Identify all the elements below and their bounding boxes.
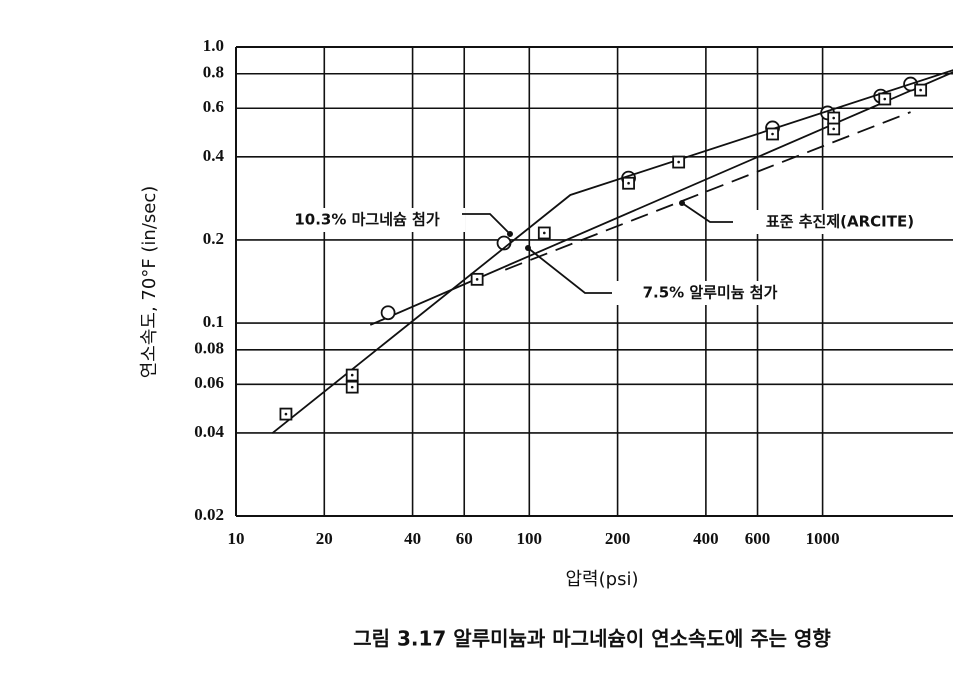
point-dot bbox=[627, 181, 630, 185]
point-dot bbox=[284, 412, 288, 416]
annotation-bg bbox=[269, 208, 465, 232]
y-tick-label: 0.6 bbox=[203, 97, 224, 116]
x-tick-label: 60 bbox=[456, 529, 473, 548]
y-tick-label: 0.04 bbox=[194, 422, 224, 441]
fit-line bbox=[271, 69, 953, 434]
y-tick-label: 0.06 bbox=[194, 373, 224, 392]
grid bbox=[236, 46, 953, 517]
x-tick-label: 10 bbox=[228, 529, 245, 548]
annotation: 7.5% 알루미늄 첨가 bbox=[643, 284, 778, 302]
x-tick-label: 400 bbox=[693, 529, 719, 548]
x-tick-label: 200 bbox=[605, 529, 631, 548]
annotation-arrow bbox=[527, 247, 612, 294]
y-tick-label: 0.2 bbox=[203, 229, 224, 248]
x-tick-label: 100 bbox=[517, 529, 543, 548]
plot bbox=[271, 69, 953, 434]
point-dot bbox=[832, 116, 835, 120]
fit-line bbox=[369, 71, 953, 326]
point bbox=[380, 305, 396, 321]
annotation: 표준 추진제(ARCITE) bbox=[766, 213, 914, 231]
x-tick-label: 40 bbox=[404, 529, 421, 548]
point-dot bbox=[350, 373, 354, 377]
point-dot bbox=[883, 97, 887, 101]
point-dot bbox=[350, 385, 354, 389]
point-dot bbox=[677, 160, 680, 164]
point-dot bbox=[771, 132, 774, 136]
y-axis-label: 연소속도, 70°F (in/sec) bbox=[139, 186, 160, 379]
annotation: 10.3% 마그네슘 첨가 bbox=[294, 211, 439, 229]
fit-line bbox=[504, 111, 911, 271]
x-tick-label: 1000 bbox=[806, 529, 840, 548]
x-tick-label: 20 bbox=[316, 529, 333, 548]
y-tick-label: 0.1 bbox=[203, 312, 224, 331]
y-tick-label: 0.4 bbox=[203, 146, 225, 165]
arrow-head bbox=[679, 200, 685, 206]
arrow-head bbox=[525, 245, 531, 251]
arrow-head bbox=[507, 231, 513, 237]
point-dot bbox=[543, 231, 546, 235]
point-dot bbox=[832, 127, 835, 131]
y-tick-label: 0.8 bbox=[203, 63, 224, 82]
annotation-bg bbox=[742, 210, 938, 234]
point-dot bbox=[475, 278, 479, 281]
annotation-arrow bbox=[462, 213, 511, 235]
point-dot bbox=[919, 88, 922, 92]
annotation-arrow bbox=[681, 202, 733, 223]
y-tick-label: 0.02 bbox=[194, 505, 224, 524]
caption: 그림 3.17 알루미늄과 마그네슘이 연소속도에 주는 영향 bbox=[353, 627, 831, 651]
annotation-bg bbox=[612, 281, 808, 305]
x-axis-label: 압력(psi) bbox=[566, 569, 639, 590]
x-tick-label: 600 bbox=[745, 529, 771, 548]
y-tick-label: 1.0 bbox=[203, 36, 224, 55]
y-tick-label: 0.08 bbox=[194, 339, 224, 358]
